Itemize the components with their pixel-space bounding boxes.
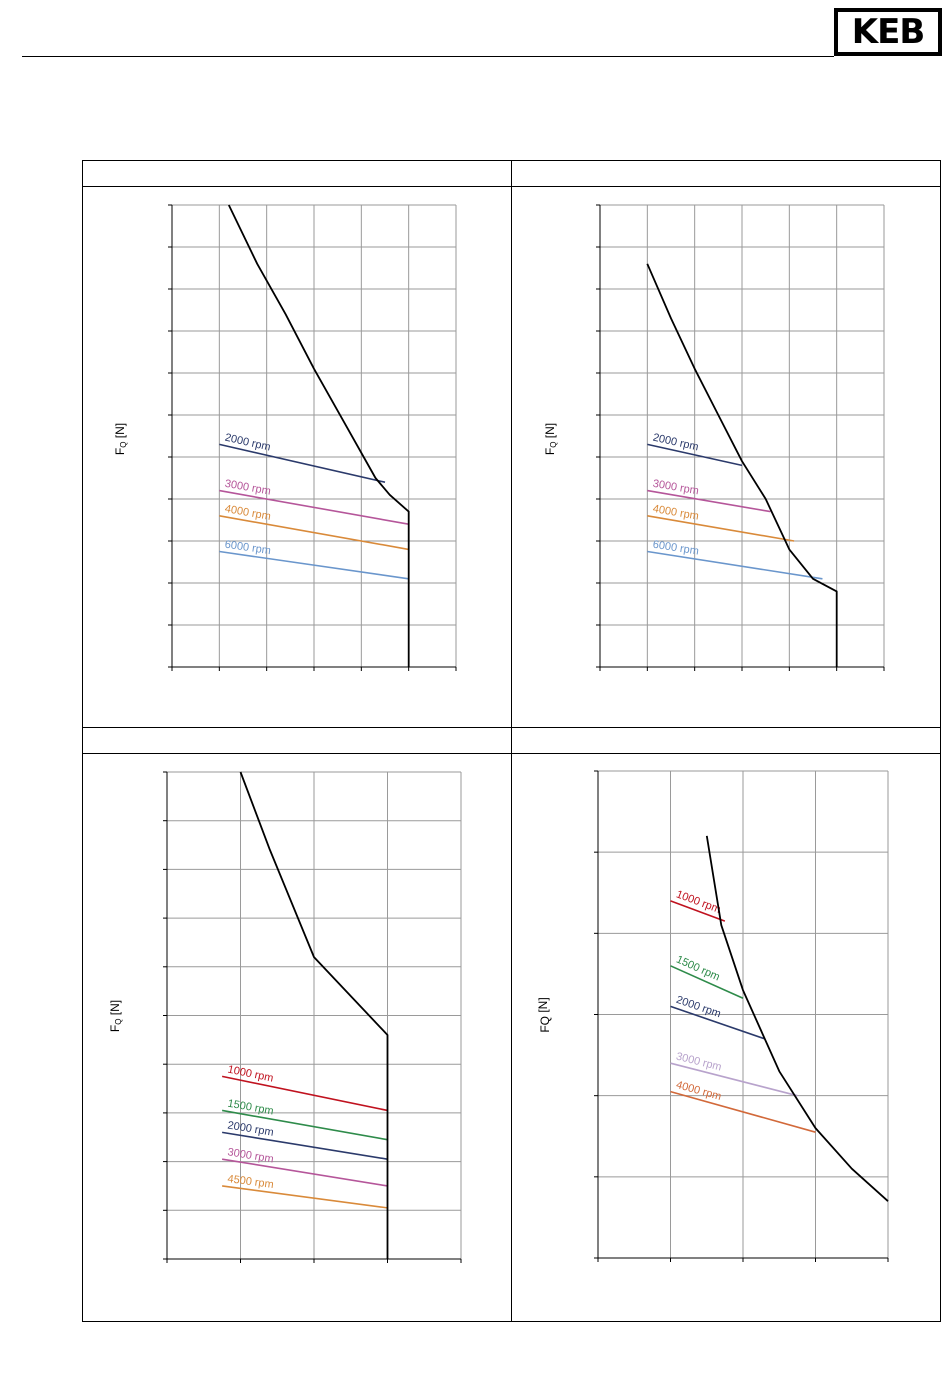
series-line [221,1075,388,1112]
limit-curve [705,835,889,1202]
series-label: 4000 rpm [652,503,700,523]
logo-text: KEB [851,12,925,52]
limit-curve [646,263,838,667]
series-label: 3000 rpm [224,478,272,498]
series-line [222,1185,388,1209]
limit-curve [239,771,389,1259]
series-line [670,1005,766,1040]
limit-curve [227,204,410,667]
y-axis-label: FQ [N] [113,423,128,455]
series-line [221,1158,388,1187]
header-rule [22,56,834,57]
series-line [221,1131,388,1160]
series-line [670,1090,816,1133]
series-line [219,489,409,525]
series-line [670,1062,798,1097]
y-axis-label: FQ [N] [543,423,558,455]
keb-logo: KEB [834,8,942,56]
series-line [670,900,726,922]
series-line [647,489,771,513]
series-line [219,515,409,551]
series-label: 4000 rpm [224,503,272,523]
series-label: 1500 rpm [674,954,721,984]
series-line [647,550,823,580]
y-axis-label: FQ [N] [108,1000,123,1032]
series-label: 1500 rpm [227,1098,275,1118]
series-line [647,515,795,542]
series-line [670,965,744,999]
series-label: 4500 rpm [227,1173,275,1191]
y-axis-label: FQ [N] [536,997,552,1032]
series-line [219,550,409,580]
series-label: 3000 rpm [652,478,700,498]
series-line [219,443,386,483]
series-line [221,1109,388,1141]
charts-table: FQ [N] FQ [N] FQ [N] FQ [N] 2000 rpm 3000… [82,160,941,1322]
series-label: 3000 rpm [227,1146,275,1165]
series-line [647,443,743,467]
series-label: 2000 rpm [227,1119,275,1138]
